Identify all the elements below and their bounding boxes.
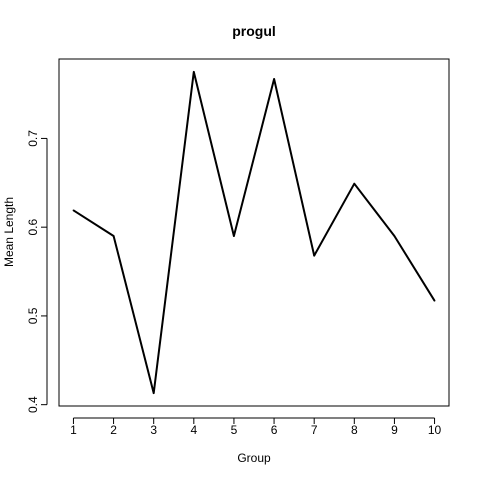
x-tick-label: 5: [231, 423, 238, 437]
x-tick-label: 8: [351, 423, 358, 437]
x-tick-label: 3: [150, 423, 157, 437]
data-point: [152, 392, 155, 394]
x-axis: 1 2 3 4 5 6 7 8 9 10: [70, 417, 442, 437]
series-line: [72, 70, 436, 395]
x-tick-label: 2: [110, 423, 117, 437]
x-tick-label: 9: [391, 423, 398, 437]
x-tick-label: 7: [311, 423, 318, 437]
y-tick-label: 0.7: [26, 130, 40, 147]
data-point: [313, 254, 316, 257]
plot-frame: [58, 58, 450, 407]
x-tick-label: 1: [70, 423, 77, 437]
x-tick-label: 4: [190, 423, 197, 437]
x-tick-label: 10: [428, 423, 442, 437]
data-point: [193, 71, 195, 73]
data-point: [273, 78, 275, 80]
y-tick-label: 0.5: [26, 307, 40, 324]
y-tick-label: 0.6: [26, 219, 40, 236]
data-point: [112, 235, 115, 237]
data-point: [72, 209, 75, 212]
y-axis-label: Mean Length: [2, 197, 16, 267]
data-point: [433, 300, 436, 302]
data-point: [393, 235, 396, 237]
chart-title: progul: [232, 23, 276, 39]
x-axis-label: Group: [237, 451, 271, 465]
x-tick-label: 6: [271, 423, 278, 437]
data-point: [233, 235, 235, 237]
y-tick-label: 0.4: [26, 396, 40, 413]
y-axis: 0.4 0.5 0.6 0.7: [26, 130, 48, 413]
data-point: [353, 182, 356, 185]
series-group: [72, 70, 436, 395]
